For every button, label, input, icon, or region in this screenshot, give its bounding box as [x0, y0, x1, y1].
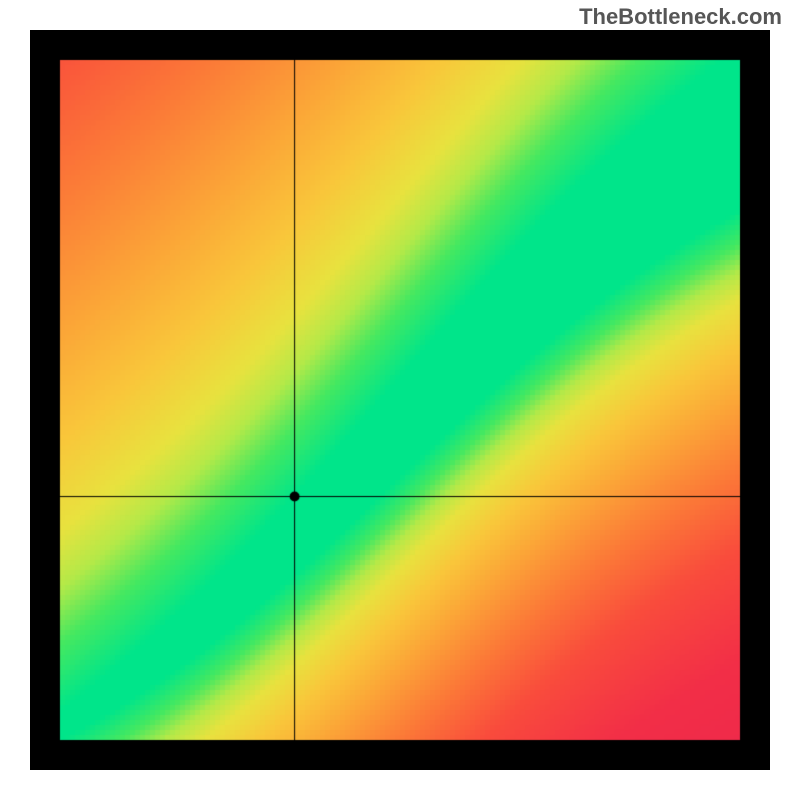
watermark-text: TheBottleneck.com: [579, 4, 782, 30]
bottleneck-heatmap: [30, 30, 770, 770]
heatmap-canvas: [30, 30, 770, 770]
